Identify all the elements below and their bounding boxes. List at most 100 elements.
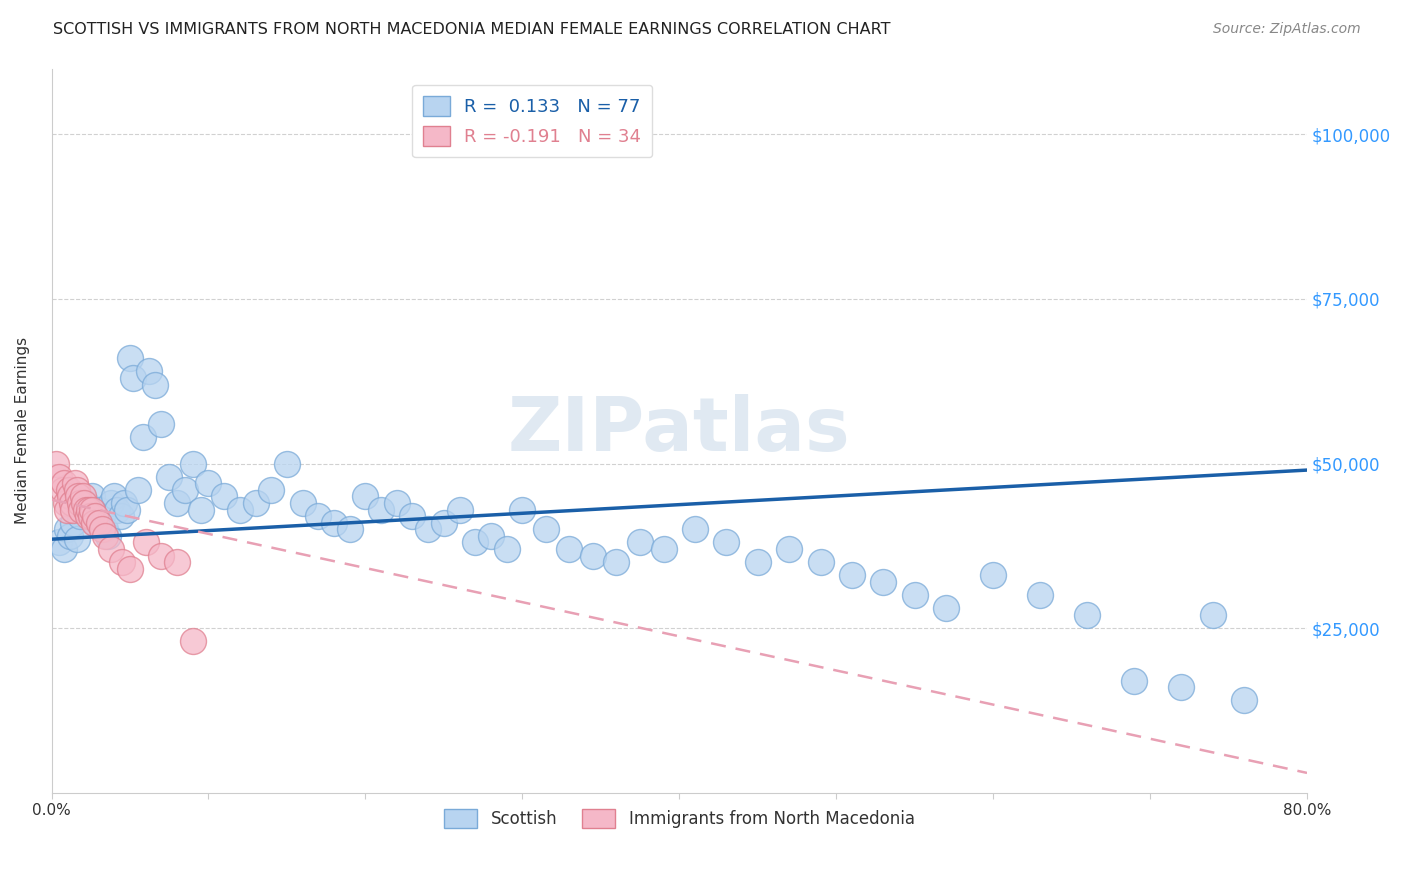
Point bbox=[72, 502, 94, 516]
Point bbox=[582, 549, 605, 563]
Point bbox=[62, 516, 84, 530]
Point bbox=[135, 535, 157, 549]
Point bbox=[66, 483, 89, 497]
Text: ZIPatlas: ZIPatlas bbox=[508, 394, 851, 467]
Point bbox=[1076, 607, 1098, 622]
Point bbox=[1202, 607, 1225, 622]
Y-axis label: Median Female Earnings: Median Female Earnings bbox=[15, 337, 30, 524]
Point bbox=[652, 542, 675, 557]
Point bbox=[778, 542, 800, 557]
Point bbox=[110, 509, 132, 524]
Point bbox=[558, 542, 581, 557]
Point bbox=[166, 555, 188, 569]
Text: SCOTTISH VS IMMIGRANTS FROM NORTH MACEDONIA MEDIAN FEMALE EARNINGS CORRELATION C: SCOTTISH VS IMMIGRANTS FROM NORTH MACEDO… bbox=[53, 22, 891, 37]
Point bbox=[75, 496, 97, 510]
Point bbox=[58, 483, 80, 497]
Point bbox=[291, 496, 314, 510]
Point bbox=[66, 532, 89, 546]
Point bbox=[605, 555, 627, 569]
Point bbox=[935, 601, 957, 615]
Point bbox=[63, 476, 86, 491]
Point bbox=[1123, 673, 1146, 688]
Point bbox=[323, 516, 346, 530]
Point bbox=[307, 509, 329, 524]
Point bbox=[683, 522, 706, 536]
Point bbox=[82, 502, 104, 516]
Point bbox=[479, 529, 502, 543]
Point bbox=[245, 496, 267, 510]
Point bbox=[260, 483, 283, 497]
Point bbox=[82, 490, 104, 504]
Point bbox=[276, 457, 298, 471]
Point bbox=[127, 483, 149, 497]
Point bbox=[75, 502, 97, 516]
Point bbox=[69, 509, 91, 524]
Text: Source: ZipAtlas.com: Source: ZipAtlas.com bbox=[1213, 22, 1361, 37]
Point bbox=[464, 535, 486, 549]
Point bbox=[111, 555, 134, 569]
Point bbox=[449, 502, 471, 516]
Point bbox=[100, 542, 122, 557]
Point bbox=[904, 588, 927, 602]
Point bbox=[418, 522, 440, 536]
Point bbox=[118, 562, 141, 576]
Point bbox=[84, 516, 107, 530]
Point bbox=[354, 490, 377, 504]
Point bbox=[84, 509, 107, 524]
Point bbox=[841, 568, 863, 582]
Point bbox=[94, 522, 117, 536]
Point bbox=[59, 490, 82, 504]
Point bbox=[181, 634, 204, 648]
Point bbox=[90, 522, 112, 536]
Point bbox=[370, 502, 392, 516]
Point bbox=[512, 502, 534, 516]
Point bbox=[76, 509, 98, 524]
Point bbox=[103, 490, 125, 504]
Point bbox=[73, 496, 96, 510]
Point bbox=[229, 502, 252, 516]
Point bbox=[1029, 588, 1052, 602]
Point bbox=[197, 476, 219, 491]
Point bbox=[190, 502, 212, 516]
Point bbox=[107, 502, 129, 516]
Point bbox=[69, 496, 91, 510]
Point bbox=[53, 542, 76, 557]
Point bbox=[60, 496, 83, 510]
Point bbox=[94, 529, 117, 543]
Point bbox=[87, 502, 110, 516]
Point bbox=[87, 516, 110, 530]
Point bbox=[97, 529, 120, 543]
Point bbox=[72, 490, 94, 504]
Point bbox=[174, 483, 197, 497]
Point bbox=[716, 535, 738, 549]
Point bbox=[1233, 693, 1256, 707]
Point bbox=[747, 555, 769, 569]
Point bbox=[166, 496, 188, 510]
Point bbox=[112, 496, 135, 510]
Point bbox=[385, 496, 408, 510]
Point bbox=[150, 417, 173, 431]
Point bbox=[100, 496, 122, 510]
Point bbox=[131, 430, 153, 444]
Point bbox=[59, 529, 82, 543]
Point bbox=[56, 522, 79, 536]
Point bbox=[534, 522, 557, 536]
Point bbox=[55, 496, 77, 510]
Point bbox=[56, 502, 79, 516]
Point bbox=[212, 490, 235, 504]
Point bbox=[48, 535, 70, 549]
Point bbox=[495, 542, 517, 557]
Point bbox=[53, 476, 76, 491]
Point bbox=[45, 457, 67, 471]
Point bbox=[150, 549, 173, 563]
Point bbox=[70, 502, 93, 516]
Point bbox=[628, 535, 651, 549]
Point bbox=[62, 502, 84, 516]
Point bbox=[181, 457, 204, 471]
Point bbox=[433, 516, 456, 530]
Point bbox=[77, 506, 100, 520]
Point bbox=[48, 469, 70, 483]
Point bbox=[118, 351, 141, 366]
Point bbox=[51, 483, 73, 497]
Point bbox=[157, 469, 180, 483]
